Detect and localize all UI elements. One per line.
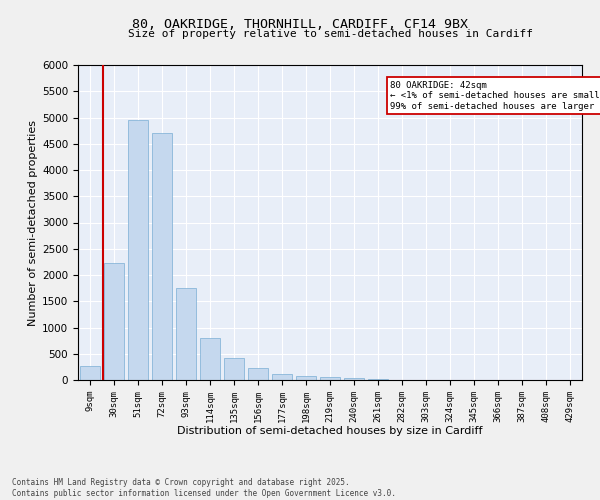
- Y-axis label: Number of semi-detached properties: Number of semi-detached properties: [28, 120, 38, 326]
- Bar: [248, 368, 268, 380]
- Text: 80 OAKRIDGE: 42sqm
← <1% of semi-detached houses are smaller (73)
99% of semi-de: 80 OAKRIDGE: 42sqm ← <1% of semi-detache…: [391, 80, 600, 110]
- Bar: [224, 358, 244, 380]
- Bar: [80, 366, 100, 380]
- Bar: [176, 288, 196, 380]
- Bar: [296, 376, 316, 380]
- Title: Size of property relative to semi-detached houses in Cardiff: Size of property relative to semi-detach…: [128, 29, 533, 39]
- Text: 80, OAKRIDGE, THORNHILL, CARDIFF, CF14 9BX: 80, OAKRIDGE, THORNHILL, CARDIFF, CF14 9…: [132, 18, 468, 30]
- Bar: [272, 374, 292, 380]
- X-axis label: Distribution of semi-detached houses by size in Cardiff: Distribution of semi-detached houses by …: [177, 426, 483, 436]
- Bar: [320, 378, 340, 380]
- Bar: [128, 120, 148, 380]
- Text: Contains HM Land Registry data © Crown copyright and database right 2025.
Contai: Contains HM Land Registry data © Crown c…: [12, 478, 396, 498]
- Bar: [200, 338, 220, 380]
- Bar: [152, 133, 172, 380]
- Bar: [104, 263, 124, 380]
- Bar: [344, 378, 364, 380]
